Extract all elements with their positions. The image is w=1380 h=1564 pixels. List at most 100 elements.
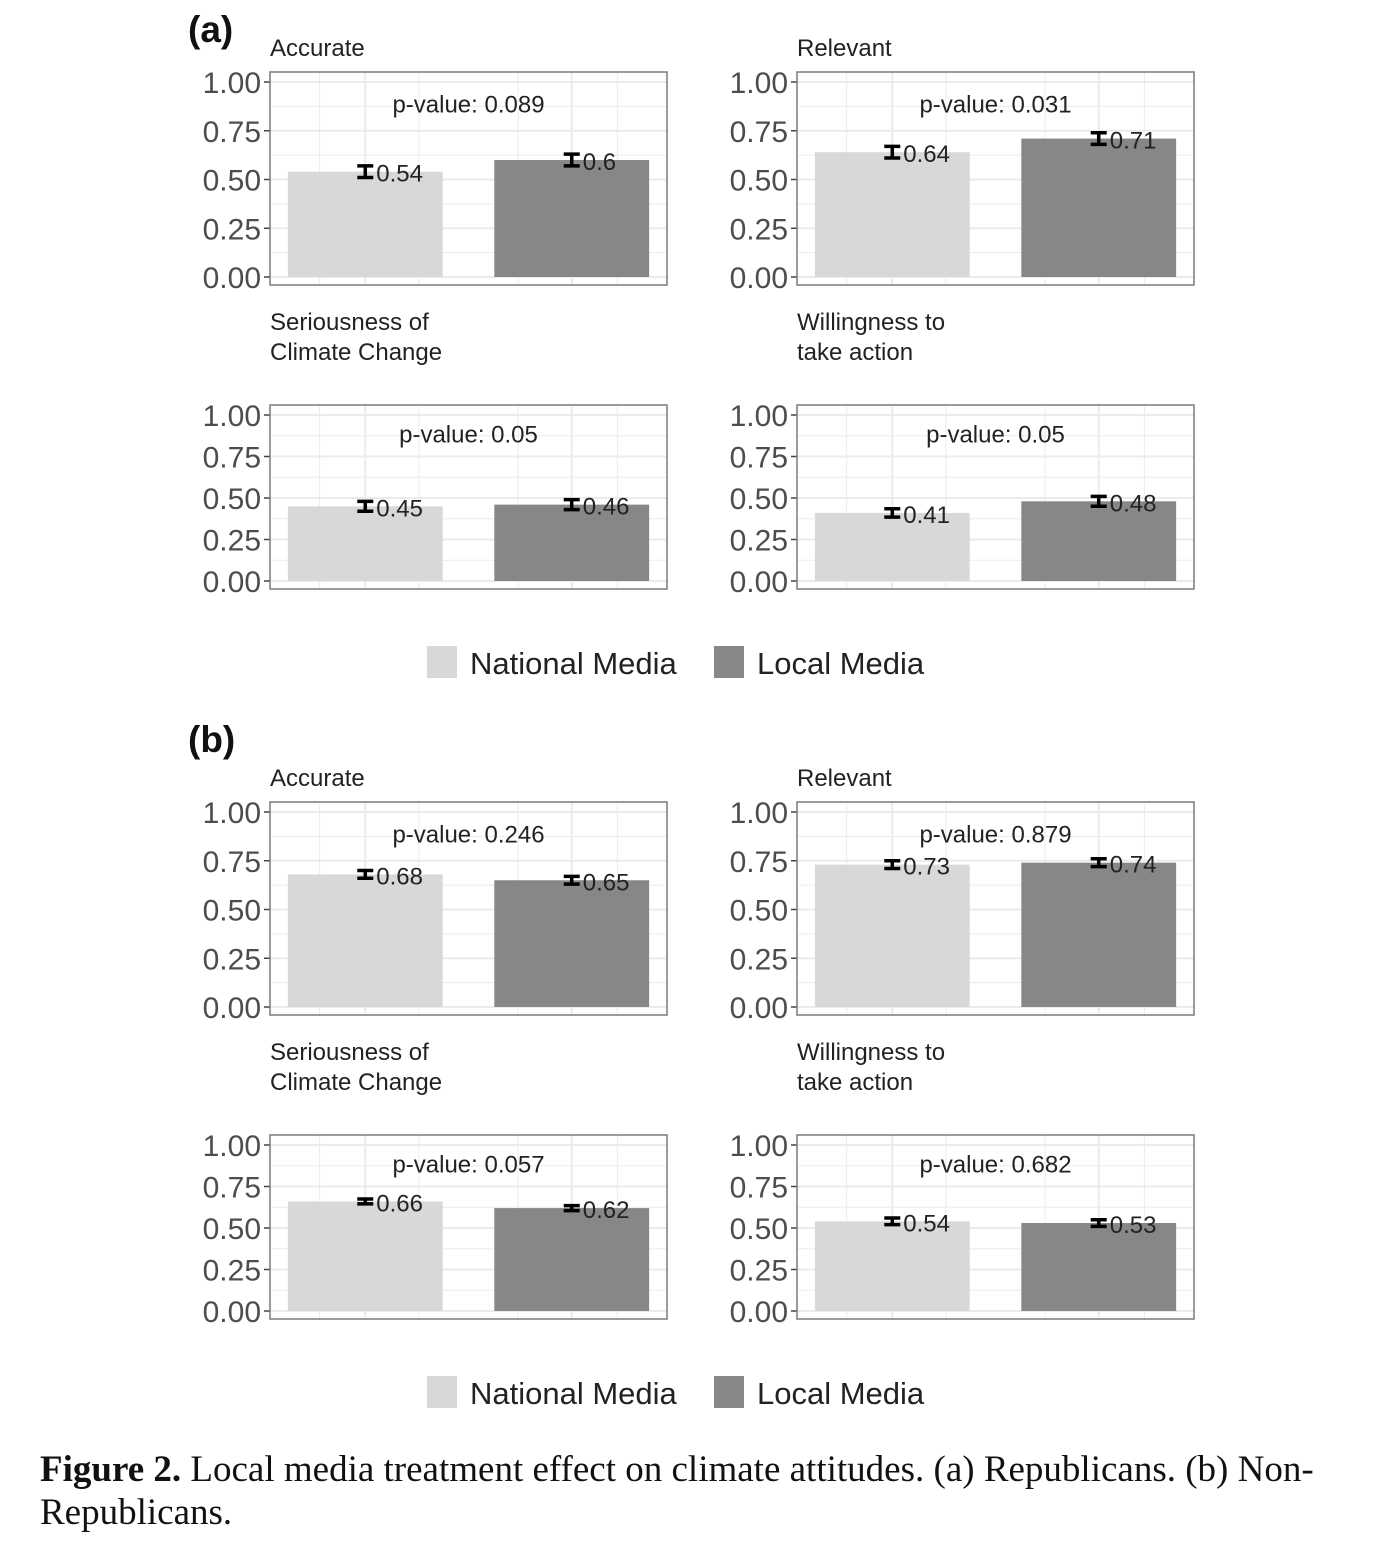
- plot-frame: [269, 1134, 668, 1320]
- p-value-label: p-value: 0.682: [919, 1151, 1071, 1178]
- facet: Accurate 0.00 0.25 0.50 0.75 1.00 0.54 0.6 p-val…: [203, 35, 668, 295]
- y-tick-label: 0.25: [203, 1255, 261, 1288]
- p-value-label: p-value: 0.057: [392, 1151, 544, 1178]
- caption-text: Local media treatment effect on climate …: [40, 1449, 1314, 1533]
- error-bar: [563, 1203, 580, 1213]
- data-label: 0.68: [376, 863, 423, 890]
- facet-title: Seriousness of: [270, 1039, 429, 1066]
- legend-label: Local Media: [757, 646, 925, 681]
- facet-title: Relevant: [797, 35, 892, 62]
- facet: Seriousness of Climate Change 0.00 0.25 0.50…: [203, 1039, 668, 1329]
- bar-local-media: [1021, 138, 1177, 277]
- y-tick-label: 0.50: [730, 483, 788, 516]
- p-value-label: p-value: 0.031: [919, 91, 1071, 118]
- bar-local-media: [494, 1208, 650, 1311]
- y-tick-label: 0.75: [730, 846, 788, 879]
- error-bar: [1090, 857, 1107, 869]
- y-tick-label: 0.25: [203, 213, 261, 246]
- y-tick-label: 0.75: [730, 1172, 788, 1205]
- y-tick-label: 1.00: [730, 400, 788, 433]
- data-label: 0.48: [1110, 490, 1157, 517]
- error-bar: [357, 499, 374, 514]
- y-tick-label: 0.50: [203, 1213, 261, 1246]
- y-tick-label: 1.00: [203, 400, 261, 433]
- bar-local-media: [494, 504, 650, 581]
- facet-title: Accurate: [270, 35, 365, 62]
- figure-2-chart: (a) Accurate 0.00 0.25 0.50 0.75 1.00 0.54 0.6 p-…: [188, 9, 1195, 1411]
- error-bar: [884, 144, 901, 160]
- legend-swatch-national: [427, 646, 457, 678]
- y-tick-label: 0.00: [203, 1296, 261, 1329]
- y-tick-label: 0.00: [730, 566, 788, 599]
- panel-label: (b): [188, 719, 235, 760]
- data-label: 0.53: [1110, 1212, 1157, 1239]
- y-tick-label: 0.75: [203, 442, 261, 475]
- y-tick-label: 0.00: [730, 992, 788, 1025]
- legend: National Media Local Media: [427, 1376, 925, 1411]
- legend: National Media Local Media: [427, 646, 925, 681]
- data-label: 0.54: [903, 1210, 950, 1237]
- data-label: 0.74: [1110, 852, 1157, 879]
- facet-title: Climate Change: [270, 339, 442, 366]
- facet-title: Willingness to: [797, 309, 945, 336]
- y-tick-label: 0.25: [730, 1255, 788, 1288]
- data-label: 0.45: [376, 495, 423, 522]
- error-bar: [884, 859, 901, 871]
- error-bar: [563, 152, 580, 168]
- bar-national-media: [287, 874, 443, 1007]
- bar-national-media: [287, 171, 443, 277]
- bar-local-media: [1021, 862, 1177, 1007]
- y-tick-label: 1.00: [203, 1130, 261, 1163]
- error-bar: [884, 1216, 901, 1227]
- plot-frame: [796, 404, 1195, 590]
- y-tick-label: 1.00: [730, 1130, 788, 1163]
- y-tick-label: 0.00: [730, 262, 788, 295]
- plot-frame: [269, 404, 668, 590]
- y-tick-label: 0.50: [730, 165, 788, 198]
- error-bar: [884, 507, 901, 519]
- figure-caption: Figure 2. Local media treatment effect o…: [40, 1448, 1360, 1534]
- plot-frame: [796, 71, 1195, 286]
- bar-national-media: [287, 506, 443, 581]
- y-tick-label: 0.50: [730, 895, 788, 928]
- facet: Willingness to take action 0.00 0.25 0.50 0.7…: [730, 1039, 1195, 1329]
- y-tick-label: 0.00: [203, 992, 261, 1025]
- y-tick-label: 0.25: [730, 943, 788, 976]
- facet: Relevant 0.00 0.25 0.50 0.75 1.00 0.64 0.71 p-va…: [730, 35, 1195, 295]
- data-label: 0.46: [583, 494, 630, 521]
- bar-national-media: [814, 152, 970, 277]
- bar-local-media: [1021, 501, 1177, 581]
- error-bar: [357, 164, 374, 180]
- data-label: 0.64: [903, 141, 950, 168]
- legend-swatch-national: [427, 1376, 457, 1408]
- error-bar: [563, 497, 580, 512]
- caption-label: Figure 2.: [40, 1449, 182, 1490]
- facet-title: Willingness to: [797, 1039, 945, 1066]
- p-value-label: p-value: 0.879: [919, 821, 1071, 848]
- facet-title: take action: [797, 339, 913, 366]
- data-label: 0.54: [376, 161, 423, 188]
- bar-local-media: [494, 160, 650, 277]
- bar-local-media: [494, 880, 650, 1007]
- y-tick-label: 0.25: [730, 213, 788, 246]
- panel-label: (a): [188, 9, 233, 50]
- error-bar: [357, 1197, 374, 1206]
- y-tick-label: 0.50: [203, 483, 261, 516]
- y-tick-label: 0.25: [730, 525, 788, 558]
- data-label: 0.73: [903, 854, 950, 881]
- plot-frame: [269, 71, 668, 286]
- y-tick-label: 1.00: [730, 797, 788, 830]
- error-bar: [1090, 494, 1107, 509]
- y-tick-label: 1.00: [203, 797, 261, 830]
- bar-national-media: [287, 1201, 443, 1311]
- bar-local-media: [1021, 1223, 1177, 1311]
- facet: Relevant 0.00 0.25 0.50 0.75 1.00 0.73 0.74 p-va…: [730, 765, 1195, 1025]
- y-tick-label: 0.50: [203, 895, 261, 928]
- bar-national-media: [814, 1221, 970, 1311]
- panel-a: (a) Accurate 0.00 0.25 0.50 0.75 1.00 0.54 0.6 p-…: [188, 9, 1195, 681]
- y-tick-label: 0.25: [203, 525, 261, 558]
- plot-frame: [269, 801, 668, 1016]
- y-tick-label: 0.00: [730, 1296, 788, 1329]
- data-label: 0.6: [583, 149, 616, 176]
- plot-frame: [796, 801, 1195, 1016]
